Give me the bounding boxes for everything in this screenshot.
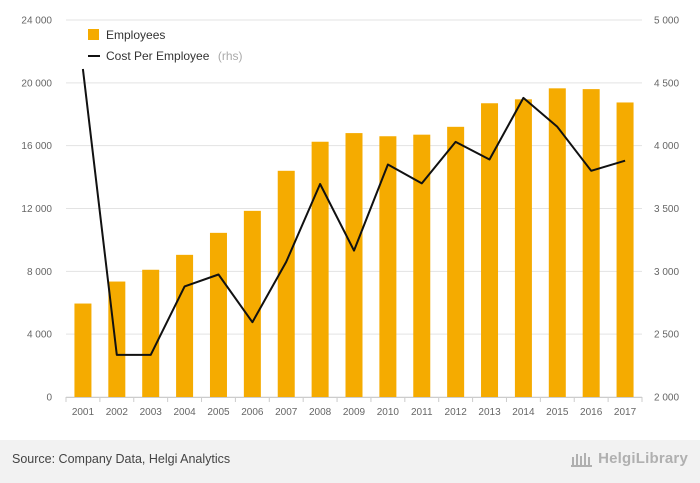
x-tick-label: 2001 (72, 407, 95, 418)
x-tick-label: 2017 (614, 407, 637, 418)
right-tick-label: 3 000 (654, 267, 679, 278)
x-tick-label: 2009 (343, 407, 366, 418)
bar (413, 134, 431, 397)
legend-label-cost-suffix: (rhs) (218, 49, 243, 63)
brand-logo[interactable]: HelgiLibrary (571, 450, 688, 467)
right-tick-label: 2 500 (654, 330, 679, 341)
legend: Employees Cost Per Employee (rhs) (88, 28, 243, 64)
bar (209, 232, 227, 397)
x-tick-label: 2012 (445, 407, 468, 418)
left-tick-label: 4 000 (27, 330, 52, 341)
x-tick-label: 2015 (546, 407, 569, 418)
x-tick-label: 2006 (241, 407, 264, 418)
bar (548, 88, 566, 398)
bar (582, 89, 600, 397)
bar (142, 269, 160, 397)
x-axis-ticks: 2001 2002 2003 2004 2005 2006 2007 2008 2009 2010… (65, 397, 643, 418)
left-tick-label: 16 000 (21, 141, 52, 152)
x-tick-label: 2014 (512, 407, 535, 418)
bar (108, 281, 126, 397)
bar (277, 170, 295, 397)
left-axis-ticks: 0 4 000 8 000 12 000 16 000 20 000 24 000 (21, 16, 52, 404)
bar (345, 133, 363, 397)
left-tick-label: 12 000 (21, 204, 52, 215)
x-tick-label: 2010 (377, 407, 400, 418)
left-tick-label: 0 (46, 393, 52, 404)
footer: Source: Company Data, Helgi Analytics He… (0, 440, 700, 483)
employees-bars (74, 88, 634, 398)
x-tick-label: 2005 (207, 407, 230, 418)
x-tick-label: 2008 (309, 407, 332, 418)
legend-swatch-employees (88, 29, 99, 40)
source-note: Source: Company Data, Helgi Analytics (12, 452, 231, 466)
bar (311, 141, 329, 397)
x-tick-label: 2013 (478, 407, 501, 418)
cost-per-employee-line-group (81, 68, 626, 356)
right-tick-label: 4 500 (654, 78, 679, 89)
right-tick-label: 4 000 (654, 141, 679, 152)
left-tick-label: 24 000 (21, 16, 52, 27)
bar (243, 210, 261, 397)
bar (447, 126, 465, 398)
bar (74, 303, 92, 397)
right-tick-label: 5 000 (654, 16, 679, 27)
bar (176, 254, 194, 397)
x-tick-label: 2011 (411, 407, 433, 418)
bar (514, 99, 532, 397)
bar (379, 136, 397, 397)
left-tick-label: 8 000 (27, 267, 52, 278)
right-tick-label: 3 500 (654, 204, 679, 215)
brand-name: HelgiLibrary (598, 450, 688, 467)
x-tick-label: 2004 (173, 407, 196, 418)
library-icon (571, 452, 593, 467)
chart: 0 4 000 8 000 12 000 16 000 20 000 24 000 2 00… (21, 16, 679, 419)
x-tick-label: 2002 (106, 407, 129, 418)
bar (481, 103, 499, 398)
legend-label-cost-name: Cost Per Employee (106, 49, 210, 63)
right-tick-label: 2 000 (654, 393, 679, 404)
x-tick-label: 2003 (140, 407, 163, 418)
x-tick-label: 2007 (275, 407, 298, 418)
left-tick-label: 20 000 (21, 78, 52, 89)
legend-label-cost: Cost Per Employee (rhs) (106, 47, 243, 64)
bar (616, 102, 634, 397)
right-axis-ticks: 2 000 2 500 3 000 3 500 4 000 4 500 5 000 (654, 16, 679, 404)
x-tick-label: 2016 (580, 407, 603, 418)
legend-label-employees: Employees (106, 28, 165, 42)
